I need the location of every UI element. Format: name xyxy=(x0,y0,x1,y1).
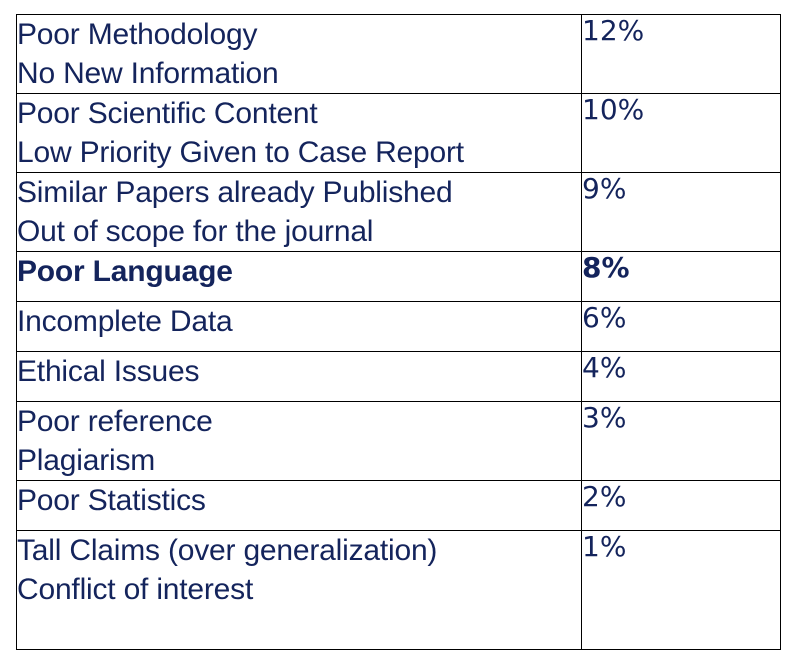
reason-text: Poor Scientific Content xyxy=(17,97,318,130)
reason-text: Conflict of interest xyxy=(17,573,254,606)
reason-text: Plagiarism xyxy=(17,444,156,477)
table-row: Poor reference Plagiarism 3% xyxy=(16,401,781,481)
reason-cell: Poor Methodology No New Information xyxy=(16,14,582,94)
reason-text: Poor reference xyxy=(17,405,213,438)
percent-cell: 12% xyxy=(581,14,781,94)
reason-cell: Tall Claims (over generalization) Confli… xyxy=(16,530,582,650)
percent-cell: 6% xyxy=(581,301,781,352)
reason-text: Out of scope for the journal xyxy=(17,215,374,248)
percent-cell: 4% xyxy=(581,351,781,402)
percent-cell: 3% xyxy=(581,401,781,481)
table-row: Incomplete Data 6% xyxy=(16,301,781,352)
rejection-reasons-table: Poor Methodology No New Information 12% … xyxy=(16,14,781,650)
reason-cell: Poor reference Plagiarism xyxy=(16,401,582,481)
reason-cell: Poor Scientific Content Low Priority Giv… xyxy=(16,93,582,173)
reason-text: Poor Statistics xyxy=(17,484,206,517)
reason-cell: Incomplete Data xyxy=(16,301,582,352)
table-row: Similar Papers already Published Out of … xyxy=(16,172,781,252)
reason-text: Poor Methodology xyxy=(17,18,258,51)
table-row: Ethical Issues 4% xyxy=(16,351,781,402)
reason-cell: Similar Papers already Published Out of … xyxy=(16,172,582,252)
reason-text: Incomplete Data xyxy=(17,305,233,338)
table-row: Tall Claims (over generalization) Confli… xyxy=(16,530,781,650)
reason-text: Ethical Issues xyxy=(17,355,200,388)
reason-text: Low Priority Given to Case Report xyxy=(17,136,465,169)
table-row: Poor Methodology No New Information 12% xyxy=(16,14,781,94)
percent-cell: 2% xyxy=(581,480,781,531)
table-row: Poor Statistics 2% xyxy=(16,480,781,531)
percent-cell: 1% xyxy=(581,530,781,650)
percent-cell: 9% xyxy=(581,172,781,252)
reason-text: Poor Language xyxy=(17,255,233,288)
table-row: Poor Language 8% xyxy=(16,251,781,302)
reason-text: Similar Papers already Published xyxy=(17,176,453,209)
reason-text: Tall Claims (over generalization) xyxy=(17,534,438,567)
reason-text: No New Information xyxy=(17,57,279,90)
percent-cell: 10% xyxy=(581,93,781,173)
percent-cell: 8% xyxy=(581,251,781,302)
reason-cell: Poor Language xyxy=(16,251,582,302)
table-row: Poor Scientific Content Low Priority Giv… xyxy=(16,93,781,173)
reason-cell: Poor Statistics xyxy=(16,480,582,531)
reason-cell: Ethical Issues xyxy=(16,351,582,402)
